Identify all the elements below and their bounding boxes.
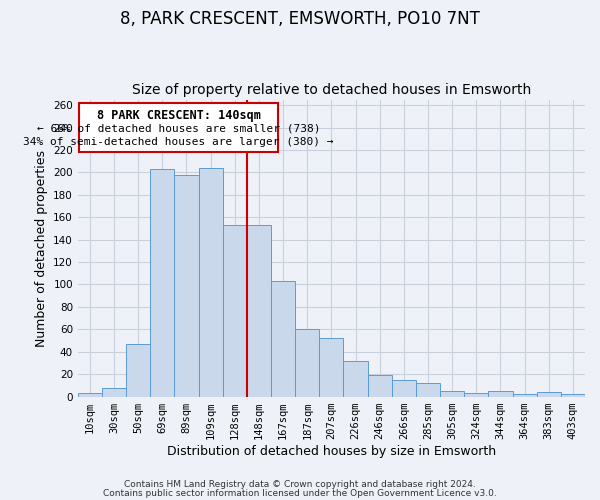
Bar xyxy=(440,391,464,396)
Bar xyxy=(102,388,126,396)
Bar xyxy=(561,394,585,396)
Text: Contains HM Land Registry data © Crown copyright and database right 2024.: Contains HM Land Registry data © Crown c… xyxy=(124,480,476,489)
Text: 34% of semi-detached houses are larger (380) →: 34% of semi-detached houses are larger (… xyxy=(23,136,334,146)
Bar xyxy=(126,344,150,397)
Bar xyxy=(271,281,295,396)
Y-axis label: Number of detached properties: Number of detached properties xyxy=(35,150,47,346)
Bar xyxy=(512,394,536,396)
Text: ← 66% of detached houses are smaller (738): ← 66% of detached houses are smaller (73… xyxy=(37,123,320,133)
Bar xyxy=(343,360,368,396)
X-axis label: Distribution of detached houses by size in Emsworth: Distribution of detached houses by size … xyxy=(167,444,496,458)
Bar xyxy=(199,168,223,396)
Bar xyxy=(392,380,416,396)
Bar xyxy=(295,330,319,396)
Text: 8, PARK CRESCENT, EMSWORTH, PO10 7NT: 8, PARK CRESCENT, EMSWORTH, PO10 7NT xyxy=(120,10,480,28)
Bar xyxy=(247,225,271,396)
FancyBboxPatch shape xyxy=(79,103,278,152)
Bar xyxy=(536,392,561,396)
Bar xyxy=(175,174,199,396)
Bar xyxy=(150,169,175,396)
Bar xyxy=(368,376,392,396)
Bar xyxy=(464,393,488,396)
Bar xyxy=(223,225,247,396)
Bar xyxy=(488,391,512,396)
Bar xyxy=(319,338,343,396)
Bar xyxy=(78,393,102,396)
Title: Size of property relative to detached houses in Emsworth: Size of property relative to detached ho… xyxy=(132,83,531,97)
Text: 8 PARK CRESCENT: 140sqm: 8 PARK CRESCENT: 140sqm xyxy=(97,108,260,122)
Text: Contains public sector information licensed under the Open Government Licence v3: Contains public sector information licen… xyxy=(103,488,497,498)
Bar xyxy=(416,383,440,396)
